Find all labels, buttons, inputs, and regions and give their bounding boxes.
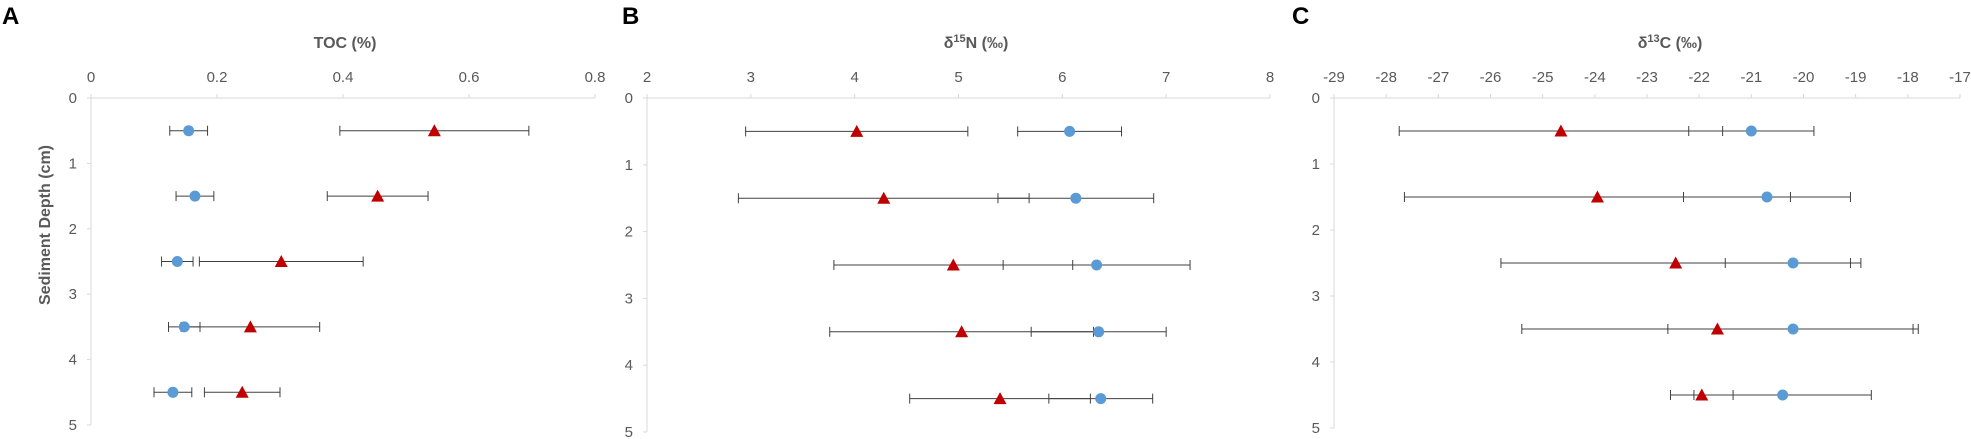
panel-a-triangle-point [274, 255, 288, 267]
panel-c-y-tick-label: 1 [1312, 156, 1320, 173]
panel-c-triangle-point [1590, 190, 1604, 203]
panel-b-circle-point [1064, 125, 1076, 137]
panel-c-x-tick-label: -17 [1949, 69, 1971, 86]
panel-a-x-tick-label: 0.6 [459, 69, 480, 86]
panel-c-x-tick-label: -24 [1584, 69, 1606, 86]
panel-a-x-tick-label: 0.2 [207, 69, 228, 86]
panel-a-circle-point [189, 190, 201, 202]
panel-b-triangle-point [877, 191, 891, 204]
panel-a-circle-point [178, 321, 190, 333]
panel-a-y-tick-label: 4 [69, 352, 77, 369]
panel-b-circle-point [1095, 393, 1107, 405]
panel-c-x-tick-label: -26 [1480, 69, 1502, 86]
panel-c-x-tick-label: -23 [1636, 69, 1658, 86]
panel-c-x-tick-label: -19 [1845, 69, 1867, 86]
panel-c-circle-point [1761, 191, 1773, 203]
panel-a-y-tick-label: 5 [69, 417, 77, 434]
panel-a-x-tick-label: 0.8 [585, 69, 606, 86]
panel-a-plot-area: 0 0.2 0.4 0.6 0.8 0 1 2 3 4 5 [69, 69, 606, 434]
panel-b-circle-point [1093, 326, 1105, 338]
panel-c-x-tick-label: -28 [1375, 69, 1397, 86]
panel-b-x-tick-label: 8 [1266, 69, 1274, 86]
panel-b-title-prefix: δ [944, 35, 954, 52]
panel-a-triangle-point [427, 124, 441, 137]
panel-b-triangle-point [946, 258, 960, 271]
panel-b-x-tick-label: 7 [1162, 69, 1170, 86]
panel-c-circle-point [1777, 389, 1789, 401]
panel-b: B δ15N (‰) 2 3 4 5 6 7 8 0 1 2 3 4 5 [622, 3, 1274, 439]
panel-b-y-tick-label: 2 [625, 224, 633, 241]
panel-c-x-tick-label: -20 [1793, 69, 1815, 86]
panel-a-y-tick-label: 0 [69, 90, 77, 107]
panel-b-y-tick-label: 1 [625, 157, 633, 174]
panel-label-b: B [622, 3, 639, 30]
panel-b-triangle-point [993, 392, 1007, 405]
panel-c-y-tick-label: 3 [1312, 288, 1320, 305]
panel-a-y-tick-label: 3 [69, 286, 77, 303]
panel-c-y-tick-label: 2 [1312, 222, 1320, 239]
panel-b-y-tick-label: 5 [625, 424, 633, 439]
panel-b-triangle-point [850, 124, 864, 137]
panel-c-circle-point [1745, 125, 1757, 137]
panel-b-x-tick-label: 6 [1058, 69, 1066, 86]
panel-label-c: C [1292, 3, 1309, 30]
panel-a-x-axis-title: TOC (%) [314, 35, 377, 52]
panel-a-circle-point [183, 125, 195, 137]
panel-c-title-prefix: δ [1638, 35, 1648, 52]
panel-b-x-tick-label: 3 [747, 69, 755, 86]
panel-b-circle-point [1091, 259, 1103, 271]
panel-b-circle-point [1070, 192, 1082, 204]
panel-c-x-tick-label: -22 [1688, 69, 1710, 86]
panel-a-y-tick-label: 1 [69, 155, 77, 172]
panel-b-title-superscript: 15 [953, 33, 965, 45]
panel-a-triangle-point [235, 385, 249, 398]
panel-c-circle-point [1787, 323, 1799, 335]
panel-a-y-tick-label: 2 [69, 221, 77, 238]
panel-a-triangle-point [243, 320, 257, 333]
panel-c-x-tick-label: -21 [1740, 69, 1762, 86]
panel-b-x-tick-label: 5 [954, 69, 962, 86]
panel-c-x-tick-label: -25 [1532, 69, 1554, 86]
panel-c-title-suffix: C (‰) [1660, 35, 1703, 52]
panel-b-triangle-point [955, 325, 969, 338]
panel-c-x-axis-title: δ13C (‰) [1638, 33, 1703, 52]
panel-c-triangle-point [1554, 124, 1568, 137]
panel-a-circle-point [167, 386, 179, 398]
panel-c-y-tick-label: 4 [1312, 354, 1320, 371]
panel-b-x-axis-title: δ15N (‰) [944, 33, 1009, 52]
panel-a-y-axis-title: Sediment Depth (cm) [37, 145, 54, 305]
panel-c-x-tick-label: -18 [1897, 69, 1919, 86]
panel-c: C δ13C (‰) -29 -28 -27 -26 -25 -24 -23 -22 -21 -2… [1292, 3, 1971, 437]
panel-b-y-tick-label: 4 [625, 357, 633, 374]
panel-b-y-tick-label: 0 [625, 90, 633, 107]
panel-c-triangle-point [1710, 322, 1724, 335]
panel-a-circle-point [171, 256, 183, 267]
panel-c-triangle-point [1695, 388, 1709, 401]
panel-b-y-tick-label: 3 [625, 290, 633, 307]
panel-c-plot-area: -29 -28 -27 -26 -25 -24 -23 -22 -21 -20 -19 -18 -17 0… [1312, 69, 1971, 437]
panel-c-x-tick-label: -29 [1323, 69, 1345, 86]
panel-b-title-suffix: N (‰) [966, 35, 1009, 52]
panel-a-triangle-point [371, 189, 385, 202]
panel-c-y-tick-label: 5 [1312, 420, 1320, 437]
panel-c-x-tick-label: -27 [1427, 69, 1449, 86]
panel-label-a: A [2, 3, 19, 30]
panel-b-plot-area: 2 3 4 5 6 7 8 0 1 2 3 4 5 [625, 69, 1275, 439]
panel-a-x-tick-label: 0 [87, 69, 95, 86]
panel-c-y-tick-label: 0 [1312, 90, 1320, 107]
panel-a: A TOC (%) Sediment Depth (cm) 0 0.2 0.4 0.6… [2, 3, 605, 434]
panel-c-circle-point [1787, 257, 1799, 269]
panel-b-x-tick-label: 2 [643, 69, 651, 86]
panel-c-title-superscript: 13 [1647, 33, 1659, 45]
panel-a-x-tick-label: 0.4 [333, 69, 354, 86]
panel-b-x-tick-label: 4 [850, 69, 858, 86]
panel-c-triangle-point [1669, 256, 1683, 269]
